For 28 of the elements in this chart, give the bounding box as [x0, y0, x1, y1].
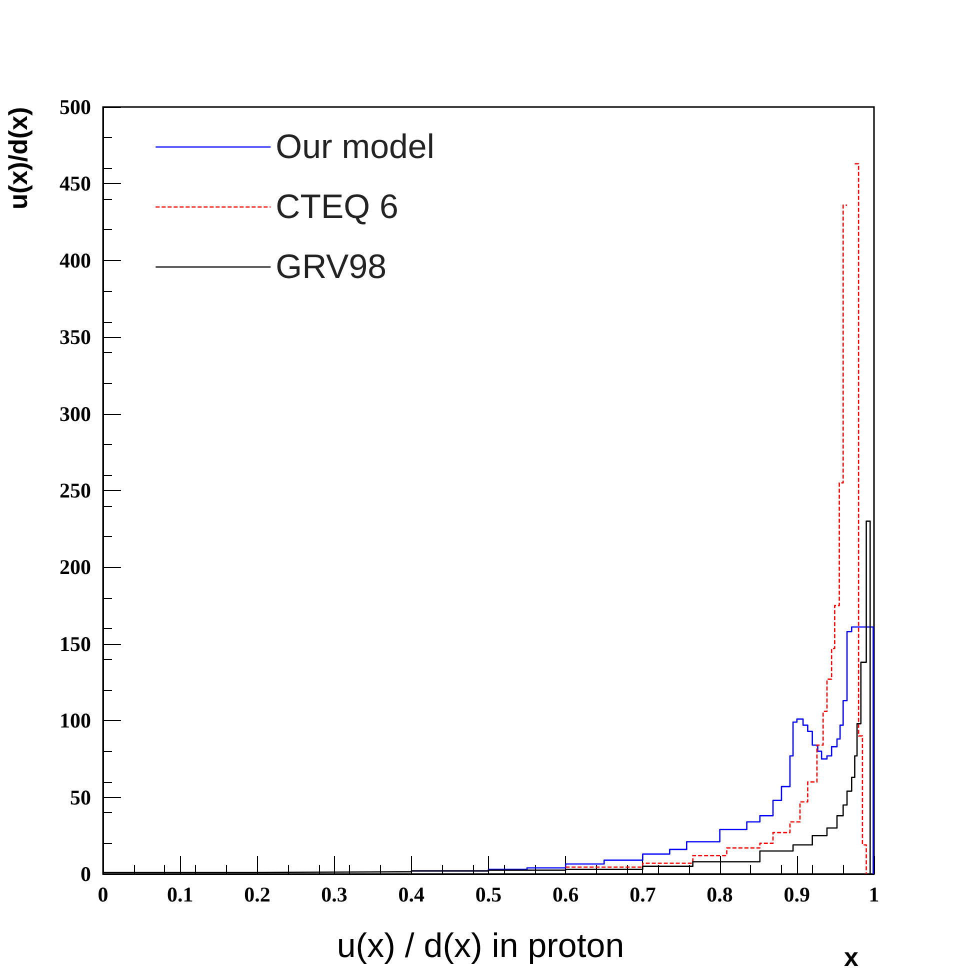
x-tick-label: 0.9 [784, 882, 810, 906]
y-tick-label: 500 [60, 95, 91, 119]
y-tick-label: 400 [60, 248, 91, 272]
y-tick-label: 450 [60, 172, 91, 196]
x-tick-label: 0 [98, 882, 108, 906]
legend-label: Our model [276, 128, 434, 166]
y-tick-label: 200 [60, 555, 91, 580]
y-axis-title: u(x)/d(x) [3, 107, 33, 210]
y-tick-label: 250 [60, 478, 91, 502]
x-tick-label: 0.8 [706, 882, 733, 906]
x-tick-label: 1 [868, 882, 880, 906]
legend-label: GRV98 [276, 248, 387, 286]
y-tick-label: 350 [60, 325, 91, 350]
x-tick-label: 0.4 [398, 882, 426, 906]
x-axis-title: x [844, 942, 859, 970]
x-tick-label: 0.5 [475, 882, 502, 906]
x-tick-label: 0.2 [244, 882, 270, 906]
y-tick-label: 100 [60, 708, 91, 733]
text: u(x) / d(x) in proton [336, 927, 624, 965]
y-tick-label: 0 [80, 862, 91, 886]
y-tick-label: 150 [60, 632, 91, 656]
y-tick-label: 300 [60, 402, 91, 426]
x-tick-label: 0.6 [552, 882, 579, 906]
x-tick-label: 0.7 [630, 882, 656, 906]
x-tick-label: 0.1 [166, 882, 194, 906]
y-tick-label: 50 [70, 785, 91, 810]
legend-label: CTEQ 6 [276, 188, 398, 226]
x-tick-label: 0.3 [321, 882, 348, 906]
